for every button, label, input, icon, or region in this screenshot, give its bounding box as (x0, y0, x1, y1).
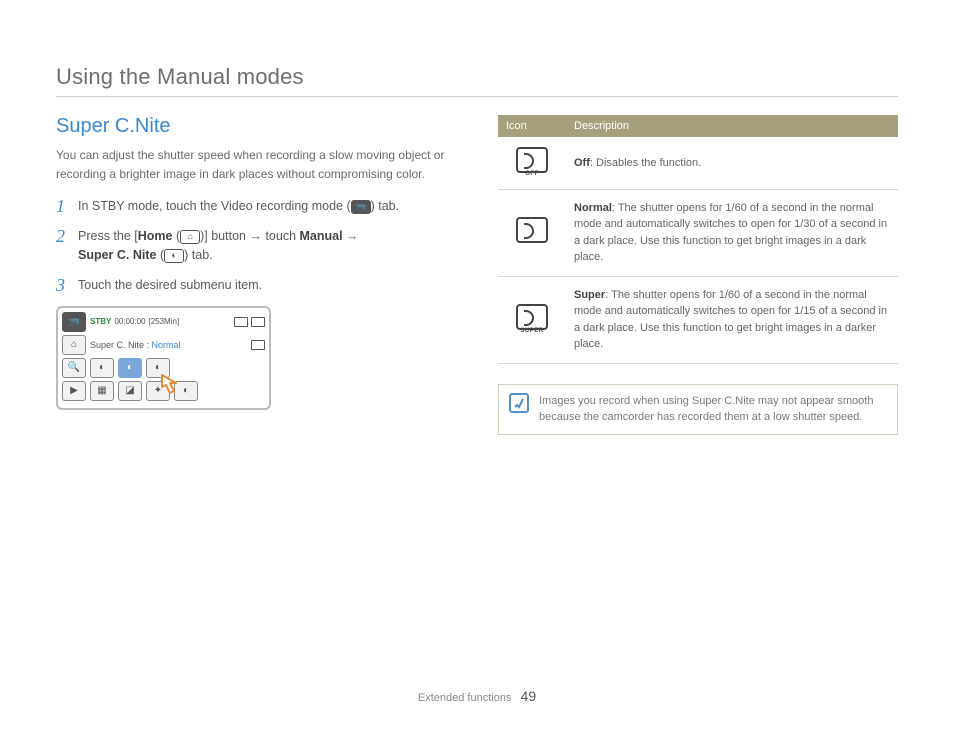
right-column: Icon Description OFF Off: Disables the f… (498, 115, 898, 435)
menu-1-icon: ▦ (90, 381, 114, 401)
note-icon (509, 393, 529, 413)
icon-cell (498, 189, 566, 276)
menu-2-icon: ◪ (118, 381, 142, 401)
status-icons (234, 317, 265, 327)
icon-cell: OFF (498, 137, 566, 189)
cnite-icon: ◐ (164, 249, 184, 263)
step-text: In STBY mode, touch the Video recording … (78, 197, 456, 217)
menu-4-icon: ◐ (174, 381, 198, 401)
play-icon: ▶ (62, 381, 86, 401)
mode-label: Super C. Nite : Normal (90, 340, 247, 350)
page-footer: Extended functions 49 (0, 688, 954, 704)
section-title: Super C.Nite (56, 115, 456, 138)
icon-cell: SUPER (498, 276, 566, 363)
table-row: OFF Off: Disables the function. (498, 137, 898, 189)
col-desc-header: Description (566, 115, 898, 137)
option-normal-icon: ◐ (118, 358, 142, 378)
desc-cell: Super: The shutter opens for 1/60 of a s… (566, 276, 898, 363)
left-column: Super C.Nite You can adjust the shutter … (56, 115, 456, 435)
section-intro: You can adjust the shutter speed when re… (56, 146, 456, 183)
option-off-icon: ◐ (90, 358, 114, 378)
step-number: 1 (56, 197, 70, 217)
table-row: Normal: The shutter opens for 1/60 of a … (498, 189, 898, 276)
desc-cell: Normal: The shutter opens for 1/60 of a … (566, 189, 898, 276)
zoom-icon: 🔍 (62, 358, 86, 378)
step-text: Touch the desired submenu item. (78, 276, 456, 296)
camcorder-screenshot: 📹 STBY 00:00:00 [253Min] ⌂ Super C. Nite… (56, 306, 271, 410)
video-mode-icon: 📹 (351, 200, 371, 214)
info-note: Images you record when using Super C.Nit… (498, 384, 898, 435)
col-icon-header: Icon (498, 115, 566, 137)
step-2: 2 Press the [Home (⌂)] button → touch Ma… (56, 227, 456, 266)
desc-cell: Off: Disables the function. (566, 137, 898, 189)
step-number: 3 (56, 276, 70, 296)
rec-mode-icon: 📹 (62, 312, 86, 332)
step-list: 1 In STBY mode, touch the Video recordin… (56, 197, 456, 295)
mode-normal-icon (516, 217, 548, 243)
step-text: Press the [Home (⌂)] button → touch Manu… (78, 227, 456, 266)
mode-off-icon: OFF (516, 147, 548, 173)
step-number: 2 (56, 227, 70, 266)
home-icon: ⌂ (180, 230, 200, 244)
status-bar: STBY 00:00:00 [253Min] (90, 317, 230, 326)
battery-icon (251, 317, 265, 327)
mode-super-icon: SUPER (516, 304, 548, 330)
page-title: Using the Manual modes (56, 64, 898, 97)
note-text: Images you record when using Super C.Nit… (539, 393, 887, 426)
description-table: Icon Description OFF Off: Disables the f… (498, 115, 898, 364)
step-3: 3 Touch the desired submenu item. (56, 276, 456, 296)
step-1: 1 In STBY mode, touch the Video recordin… (56, 197, 456, 217)
home-button-icon: ⌂ (62, 335, 86, 355)
option-super-icon: ◐ (146, 358, 170, 378)
photo-icon (251, 340, 265, 350)
menu-3-icon: ✦ (146, 381, 170, 401)
card-icon (234, 317, 248, 327)
table-row: SUPER Super: The shutter opens for 1/60 … (498, 276, 898, 363)
